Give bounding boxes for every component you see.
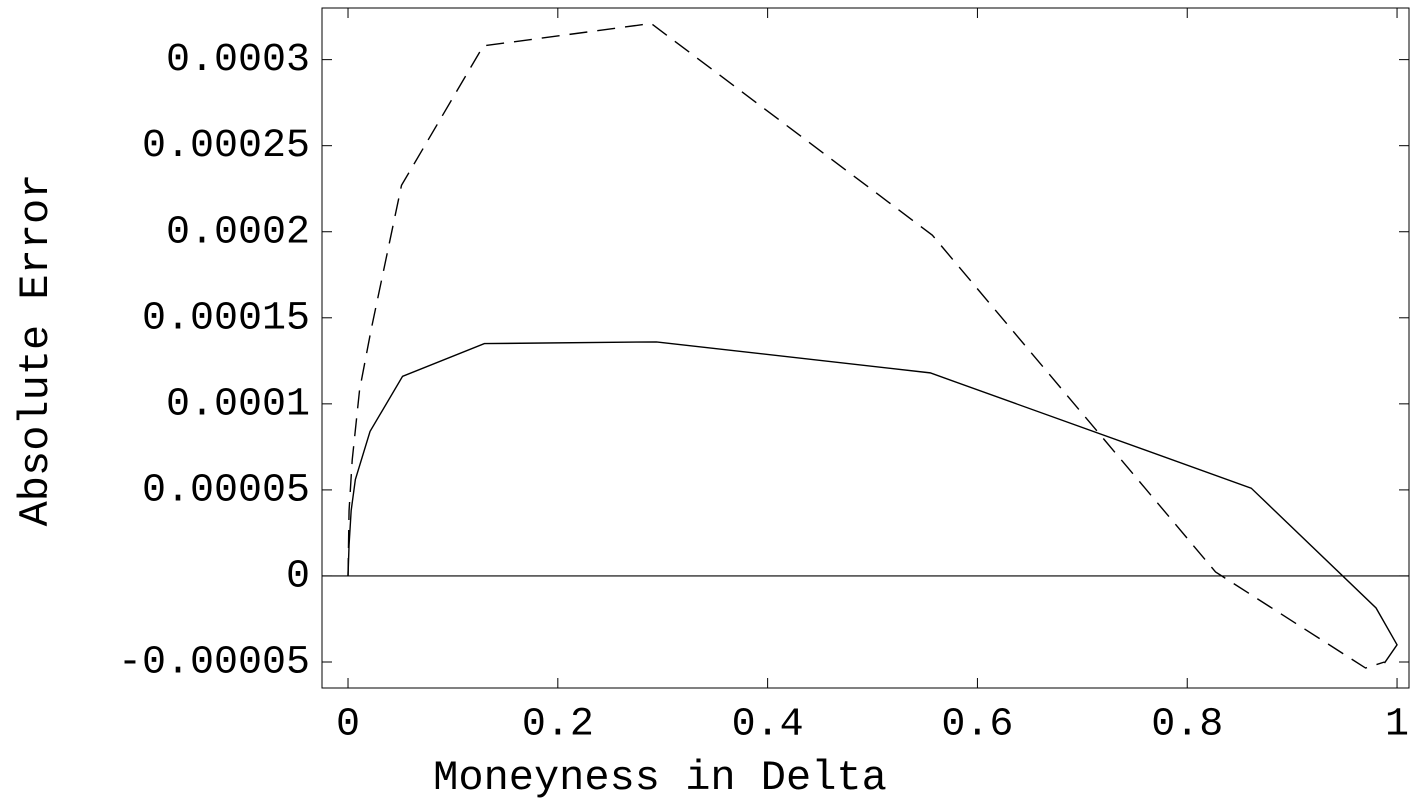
x-tick-label: 1 — [1385, 703, 1409, 748]
data-line — [347, 22, 1385, 669]
data-line — [347, 341, 1398, 664]
x-tick-label: 0 — [336, 703, 360, 748]
y-tick-label: 0.00005 — [142, 468, 310, 513]
y-tick-label: 0.0003 — [166, 38, 310, 83]
x-tick-label: 0.4 — [732, 703, 804, 748]
x-axis-label: Moneyness in Delta — [433, 754, 887, 799]
y-tick-label: 0.0001 — [166, 382, 310, 427]
y-tick-label: 0.00015 — [142, 296, 310, 341]
y-axis-label: Absolute Error — [12, 174, 60, 527]
y-tick-label: 0.0002 — [166, 210, 310, 255]
y-tick-label: 0 — [286, 555, 310, 600]
x-tick-label: 0.2 — [522, 703, 594, 748]
plot-frame — [321, 7, 1410, 689]
x-tick-label: 0.8 — [1151, 703, 1223, 748]
x-tick-label: 0.6 — [941, 703, 1013, 748]
y-tick-label: 0.00025 — [142, 124, 310, 169]
y-tick-label: -0.00005 — [118, 641, 310, 686]
